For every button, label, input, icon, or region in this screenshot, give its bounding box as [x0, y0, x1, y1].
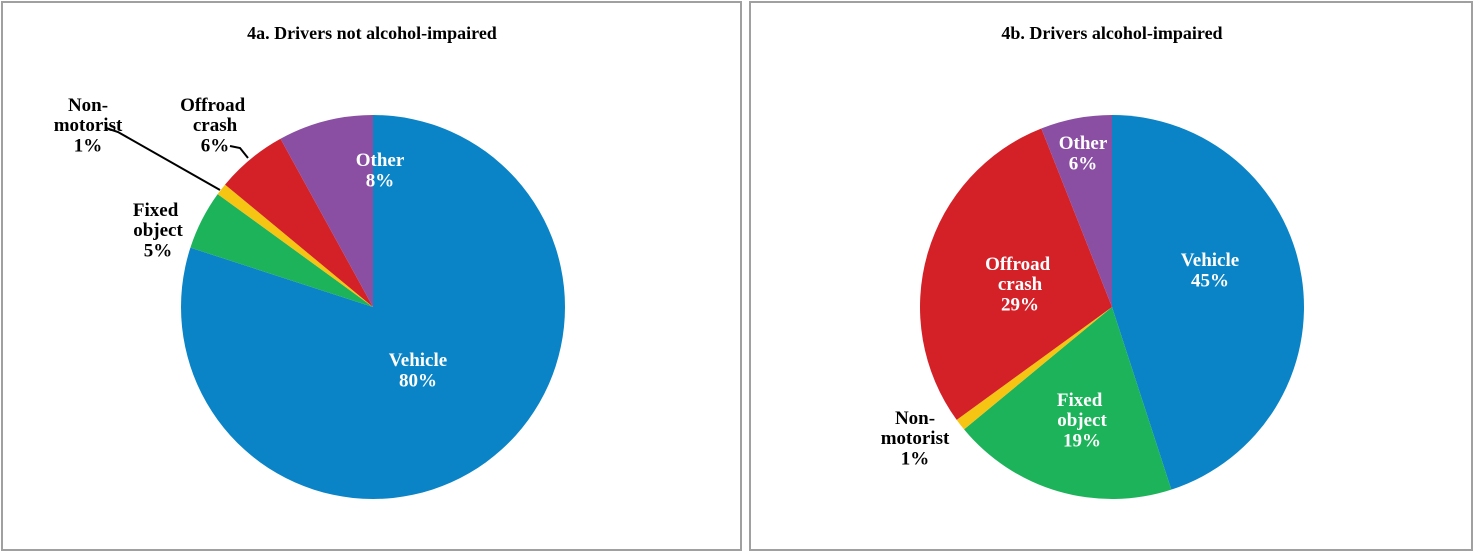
slice-label: Non-motorist	[54, 95, 123, 136]
slice-label-line: Other	[356, 150, 405, 171]
pie-slice	[1112, 115, 1305, 490]
slice-label: Vehicle	[1181, 250, 1239, 271]
slice-label-line: crash	[998, 274, 1043, 295]
value-label: 6%	[1069, 153, 1098, 174]
pie-slice	[280, 115, 373, 307]
value-label: 1%	[74, 135, 103, 156]
value-label: 6%	[201, 135, 230, 156]
slice-label-line: Vehicle	[1181, 250, 1239, 271]
slice-label-line: Fixed	[1057, 390, 1107, 411]
slice-label-line: object	[1057, 410, 1107, 431]
pie-slice	[956, 307, 1112, 430]
slice-label-line: Other	[1059, 133, 1108, 154]
slice-label-line: Non-	[68, 95, 108, 116]
slice-label-line: object	[133, 220, 183, 241]
slice-label-line: motorist	[881, 428, 950, 449]
value-label: 45%	[1191, 270, 1229, 291]
chart-title: 4b. Drivers alcohol-impaired	[1001, 23, 1222, 43]
slice-label: Other	[1059, 133, 1108, 154]
leader-line	[105, 127, 221, 191]
pie-slice	[964, 307, 1172, 500]
slice-label: Fixed object	[1057, 390, 1108, 431]
slice-label-line: crash	[193, 115, 238, 136]
slice-label: Fixed object	[133, 200, 184, 241]
pie-slice	[217, 184, 373, 307]
value-label: 1%	[901, 448, 930, 469]
slice-label-line: Offroad	[985, 254, 1055, 275]
pie-slice	[225, 138, 373, 307]
slice-label: Non-motorist	[881, 408, 950, 449]
slice-label: Vehicle	[389, 350, 447, 371]
slice-label-line: Fixed	[133, 200, 183, 221]
chart-title: 4a. Drivers not alcohol-impaired	[247, 23, 497, 43]
slice-label-line: Vehicle	[389, 350, 447, 371]
slice-label: Other	[356, 150, 405, 171]
value-label: 8%	[366, 170, 395, 191]
pie-slice	[920, 128, 1112, 420]
value-label: 5%	[144, 240, 173, 261]
slice-label-line: motorist	[54, 115, 123, 136]
slice-label-line: Non-	[895, 408, 935, 429]
slice-label: Offroad crash	[180, 95, 250, 136]
pie-slice	[1041, 115, 1112, 307]
leader-line	[229, 145, 249, 159]
pie-slice	[190, 194, 373, 307]
value-label: 80%	[399, 370, 437, 391]
slice-label: Offroad crash	[985, 254, 1055, 295]
value-label: 29%	[1001, 294, 1039, 315]
slice-label-line: Offroad	[180, 95, 250, 116]
value-label: 19%	[1063, 430, 1101, 451]
